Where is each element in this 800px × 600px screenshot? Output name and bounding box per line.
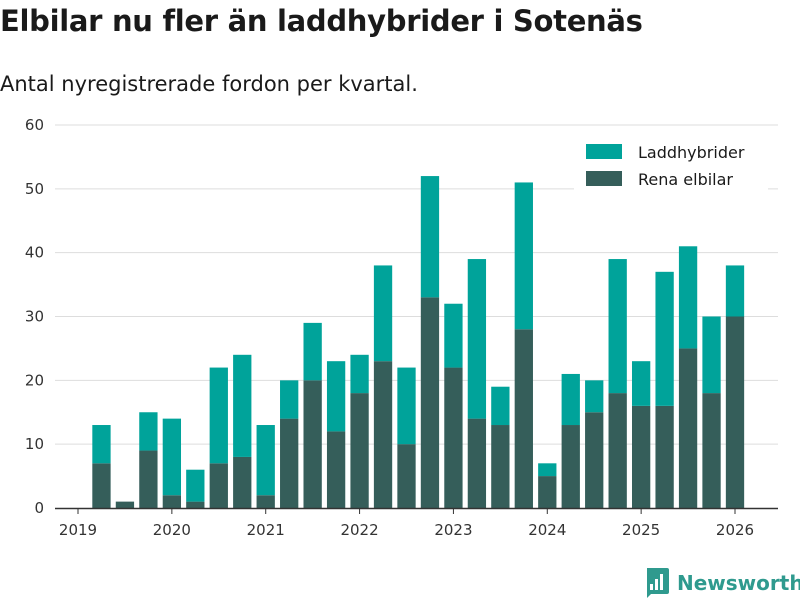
bar-laddhybrider-2023-Q2 [467,259,487,419]
bar-laddhybrider-2025-Q3 [678,246,698,349]
bar-rena-elbilar-2020-Q1 [162,495,182,508]
bar-rena-elbilar-2022-Q1 [350,393,369,508]
bar-laddhybrider-2021-Q4 [326,361,346,432]
x-tick-label: 2022 [340,521,378,539]
bar-laddhybrider-2023-Q4 [514,182,533,330]
bar-rena-elbilar-2026-Q1 [725,316,745,508]
bar-rena-elbilar-2022-Q2 [373,361,393,508]
bar-laddhybrider-2022-Q4 [420,176,440,298]
y-tick-label: 0 [34,499,44,517]
chart-title: Elbilar nu fler än laddhybrider i Sotenä… [0,4,643,38]
bar-rena-elbilar-2020-Q2 [186,501,205,508]
bar-laddhybrider-2026-Q1 [725,265,745,317]
bar-rena-elbilar-2023-Q2 [467,418,487,508]
bar-rena-elbilar-2023-Q3 [491,425,510,508]
y-tick-label: 40 [25,244,44,262]
bar-rena-elbilar-2025-Q2 [655,405,674,508]
legend-label: Laddhybrider [638,143,745,162]
legend-label: Rena elbilar [638,170,733,189]
bar-laddhybrider-2024-Q3 [585,380,604,413]
bar-laddhybrider-2020-Q4 [233,354,252,457]
x-tick-label: 2023 [434,521,472,539]
newsworthy-logo-icon [647,568,669,598]
bar-rena-elbilar-2020-Q4 [233,456,252,508]
bar-rena-elbilar-2025-Q3 [678,348,698,508]
bar-laddhybrider-2024-Q1 [538,463,557,477]
y-tick-label: 10 [25,435,44,453]
legend-swatch [586,171,622,186]
bar-laddhybrider-2025-Q1 [631,361,651,406]
bar-rena-elbilar-2025-Q4 [702,393,721,508]
legend-swatch [586,144,622,159]
bar-rena-elbilar-2021-Q1 [256,495,275,508]
y-tick-label: 50 [25,180,44,198]
bar-rena-elbilar-2024-Q1 [538,476,557,508]
bar-laddhybrider-2025-Q4 [702,316,721,394]
y-tick-label: 30 [25,308,44,326]
bar-rena-elbilar-2024-Q3 [585,412,604,508]
bar-laddhybrider-2020-Q1 [162,418,182,496]
bar-rena-elbilar-2019-Q4 [139,450,158,508]
bar-rena-elbilar-2019-Q2 [92,463,111,508]
x-tick-label: 2019 [59,521,97,539]
y-tick-label: 20 [25,371,44,389]
x-tick-label: 2020 [153,521,191,539]
brand-name: Newsworthy [677,571,800,595]
y-tick-label: 60 [25,116,44,134]
bar-rena-elbilar-2025-Q1 [631,405,651,508]
bar-laddhybrider-2023-Q3 [491,386,510,426]
bar-laddhybrider-2021-Q1 [256,425,275,496]
bar-laddhybrider-2021-Q3 [303,322,322,381]
bar-rena-elbilar-2021-Q4 [326,431,346,508]
bar-rena-elbilar-2024-Q4 [608,393,627,508]
bar-laddhybrider-2023-Q1 [444,303,463,368]
x-tick-label: 2021 [247,521,285,539]
bar-laddhybrider-2024-Q4 [608,259,627,394]
chart-subtitle: Antal nyregistrerade fordon per kvartal. [0,72,418,96]
bar-rena-elbilar-2020-Q3 [209,463,228,508]
bar-rena-elbilar-2022-Q3 [397,444,416,508]
x-tick-label: 2024 [528,521,566,539]
brand-logo: Newsworthy [645,568,800,598]
bar-rena-elbilar-2023-Q1 [444,367,463,508]
bar-laddhybrider-2019-Q2 [92,425,111,464]
bar-rena-elbilar-2022-Q4 [420,297,440,508]
x-tick-label: 2025 [622,521,660,539]
bar-laddhybrider-2022-Q3 [397,367,416,445]
bar-laddhybrider-2021-Q2 [280,380,299,419]
bar-laddhybrider-2022-Q1 [350,354,369,394]
x-tick-label: 2026 [716,521,754,539]
bar-rena-elbilar-2019-Q3 [115,501,135,508]
bar-laddhybrider-2022-Q2 [373,265,393,362]
bar-laddhybrider-2020-Q3 [209,367,228,464]
bar-rena-elbilar-2021-Q2 [280,418,299,508]
bar-laddhybrider-2020-Q2 [186,469,205,502]
bar-laddhybrider-2024-Q2 [561,373,580,426]
bar-laddhybrider-2019-Q4 [139,412,158,451]
bar-rena-elbilar-2023-Q4 [514,329,533,508]
bar-rena-elbilar-2021-Q3 [303,380,322,508]
bar-laddhybrider-2025-Q2 [655,271,674,406]
bar-rena-elbilar-2024-Q2 [561,425,580,508]
